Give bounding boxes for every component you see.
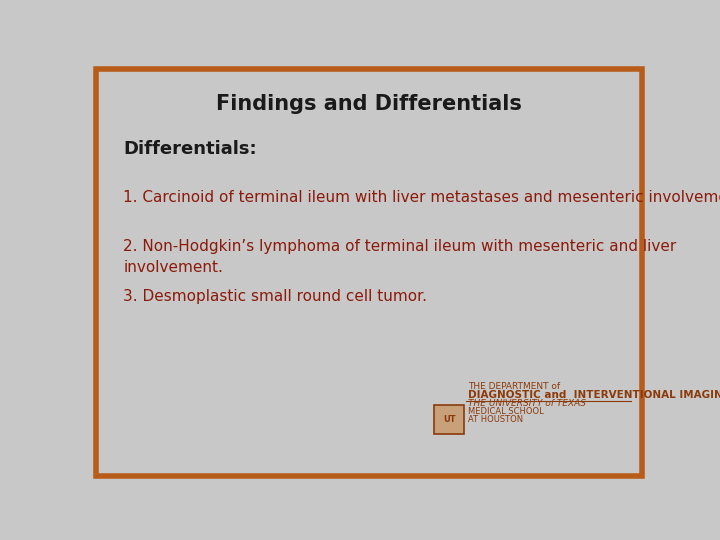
Text: 1. Carcinoid of terminal ileum with liver metastases and mesenteric involvement.: 1. Carcinoid of terminal ileum with live… bbox=[124, 190, 720, 205]
Text: 3. Desmoplastic small round cell tumor.: 3. Desmoplastic small round cell tumor. bbox=[124, 289, 428, 305]
Text: Findings and Differentials: Findings and Differentials bbox=[216, 94, 522, 114]
FancyBboxPatch shape bbox=[434, 404, 464, 434]
Text: 2. Non-Hodgkin’s lymphoma of terminal ileum with mesenteric and liver
involvemen: 2. Non-Hodgkin’s lymphoma of terminal il… bbox=[124, 239, 677, 275]
Text: DIAGNOSTIC and  INTERVENTIONAL IMAGING: DIAGNOSTIC and INTERVENTIONAL IMAGING bbox=[468, 390, 720, 400]
Text: Differentials:: Differentials: bbox=[124, 140, 257, 158]
Text: MEDICAL SCHOOL: MEDICAL SCHOOL bbox=[468, 407, 544, 416]
Text: AT HOUSTON: AT HOUSTON bbox=[468, 415, 523, 424]
Text: THE UNIVERSITY of TEXAS: THE UNIVERSITY of TEXAS bbox=[468, 399, 586, 408]
Text: UT: UT bbox=[443, 415, 456, 423]
Text: THE DEPARTMENT of: THE DEPARTMENT of bbox=[468, 382, 560, 391]
FancyBboxPatch shape bbox=[96, 69, 642, 476]
